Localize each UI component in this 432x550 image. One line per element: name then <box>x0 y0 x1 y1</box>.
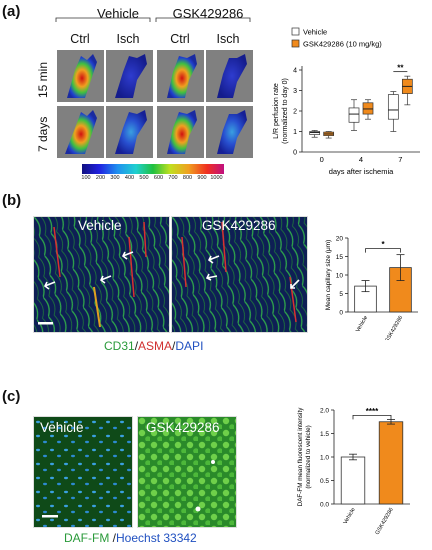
y-tick-label: 20 <box>336 236 344 243</box>
group-header-gsk: GSK429286 <box>172 6 244 21</box>
y-tick-label: 0.5 <box>320 478 329 485</box>
x-tick-label: 0 <box>320 155 324 164</box>
stain-sep-c: / <box>109 531 116 545</box>
dafm-intensity-bar-chart: 0.0 0.5 1.0 1.5 2.0 Vehicle GSK429286 **** DAF-F… <box>297 407 410 536</box>
bar <box>378 421 404 505</box>
legend-label: Vehicle <box>303 28 327 37</box>
histology-title-vehicle: Vehicle <box>78 218 122 233</box>
stain-sep-1: / <box>134 339 139 353</box>
histology-gsk-texture <box>172 217 307 332</box>
x-tick-label: Vehicle <box>343 507 357 525</box>
stain-dapi: DAPI <box>175 339 204 353</box>
x-axis-label: days after ischemia <box>329 167 394 176</box>
dafm-vehicle-texture <box>34 417 132 527</box>
y-axis-label: Mean capillary size (μm) <box>325 240 332 311</box>
stain-sep-2: / <box>172 339 176 353</box>
y-axis-label-line2: (normalized to day 0) <box>282 78 289 144</box>
x-tick-label: GSK429286 <box>384 315 404 340</box>
histology-vehicle-texture <box>34 217 169 332</box>
significance-bracket <box>352 415 392 420</box>
histology-title-gsk: GSK429286 <box>202 218 276 233</box>
colorbar-tick: 200 <box>95 175 106 181</box>
y-tick-label: 10 <box>336 273 344 280</box>
bar <box>340 456 366 505</box>
perfusion-image-grid <box>57 50 253 158</box>
colorbar-tick: 800 <box>182 175 193 181</box>
histology-gsk <box>171 216 308 333</box>
stain-hoechst: Hoechst 33342 <box>116 531 197 545</box>
x-tick-label: Vehicle <box>355 315 369 333</box>
significance-label: ** <box>397 64 404 73</box>
histology-arrows-gsk <box>205 255 300 289</box>
dafm-title-gsk: GSK429286 <box>146 420 220 435</box>
box <box>362 102 374 115</box>
box <box>387 94 399 120</box>
significance-bracket <box>365 248 401 253</box>
y-tick-label: 1.5 <box>320 431 329 438</box>
legend-label: GSK429286 (10 mg/kg) <box>303 40 382 49</box>
y-tick-label: 0 <box>293 150 297 157</box>
colorbar-tick: 1000 <box>210 175 223 181</box>
group-header-vehicle: Vehicle <box>97 6 139 21</box>
colorbar-tick: 100 <box>81 175 91 181</box>
panel-label-a: (a) <box>2 3 21 20</box>
box <box>348 107 360 123</box>
legend-swatch <box>291 39 300 48</box>
y-tick-label: 1 <box>293 129 297 136</box>
x-tick-label: 7 <box>398 155 402 164</box>
col-header-isch-2: Isch <box>216 32 240 46</box>
colorbar-tick: 300 <box>110 175 120 181</box>
histology-vehicle <box>33 216 170 333</box>
colorbar <box>82 164 224 174</box>
significance-label: * <box>381 240 385 249</box>
stain-cd31: CD31 <box>104 339 135 353</box>
y-tick-label: 5 <box>339 291 343 298</box>
y-axis-label-line1: DAF-FM mean fluorescent intensity <box>297 407 304 507</box>
y-axis-label-line1: L/R perfusion rate <box>273 83 280 139</box>
panel-label-c: (c) <box>2 388 21 405</box>
row-label-15min: 15 min <box>36 61 50 98</box>
dafm-title-vehicle: Vehicle <box>40 420 84 435</box>
col-header-ctrl-2: Ctrl <box>170 32 190 46</box>
capillary-size-bar-chart: 0 5 10 15 20 Vehicle GSK429286 * Mean capillary … <box>325 236 418 340</box>
colorbar-ticks: 100 200 300 400 500 600 700 800 900 1000 <box>81 175 224 183</box>
stain-asma: ASMA <box>138 339 173 353</box>
stain-caption-c: DAF-FM /Hoechst 33342 <box>64 531 197 545</box>
perfusion-boxplot: Vehicle GSK429286 (10 mg/kg) 0 1 2 3 4 0 4 7 ** day… <box>273 27 420 176</box>
colorbar-tick: 700 <box>168 175 178 181</box>
col-header-isch-1: Isch <box>116 32 140 46</box>
y-axis-label-line2: (normalized to vehicle) <box>305 425 312 488</box>
y-tick-label: 4 <box>293 68 297 75</box>
y-tick-label: 2.0 <box>320 408 329 415</box>
y-tick-label: 3 <box>293 88 297 95</box>
dafm-gsk-texture <box>138 417 236 527</box>
group-brackets <box>55 17 251 22</box>
colorbar-tick: 900 <box>197 175 207 181</box>
x-tick-label: GSK429286 <box>375 507 395 536</box>
histology-arrows-vehicle <box>38 251 134 325</box>
colorbar-tick: 500 <box>139 175 149 181</box>
stain-dafm: DAF-FM <box>64 531 110 545</box>
dafm-gsk <box>137 416 237 528</box>
row-label-7days: 7 days <box>36 116 50 152</box>
y-tick-label: 0 <box>339 310 343 317</box>
stain-caption-b: CD31/ASMA/DAPI <box>104 339 203 353</box>
y-tick-label: 0.0 <box>320 502 329 509</box>
box <box>309 131 321 135</box>
x-tick-label: 4 <box>359 155 363 164</box>
y-tick-label: 15 <box>336 254 344 261</box>
y-tick-label: 2 <box>293 109 297 116</box>
panel-label-b: (b) <box>2 192 22 209</box>
legend-swatch <box>291 27 300 36</box>
dafm-vehicle <box>33 416 133 528</box>
colorbar-tick: 400 <box>124 175 135 181</box>
col-header-ctrl-1: Ctrl <box>70 32 90 46</box>
colorbar-tick: 600 <box>153 175 164 181</box>
significance-label: **** <box>366 407 379 416</box>
y-tick-label: 1.0 <box>320 455 329 462</box>
